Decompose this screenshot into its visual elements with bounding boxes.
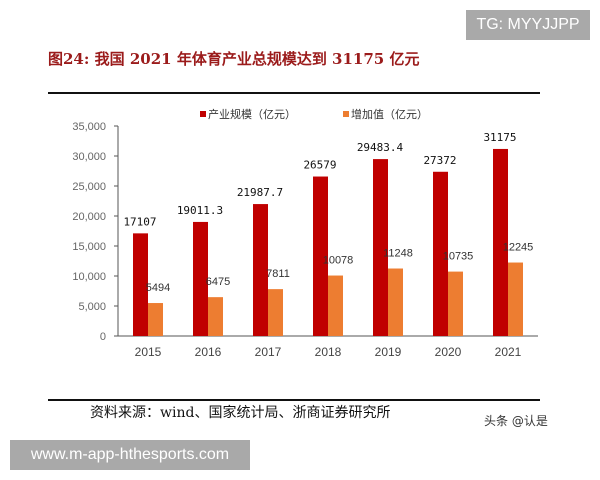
data-label: 27372 xyxy=(423,154,456,167)
data-label: 12245 xyxy=(503,242,534,254)
data-label: 19011.3 xyxy=(177,204,223,217)
watermark-corner: 头条 @认是 xyxy=(484,414,548,428)
data-label: 29483.4 xyxy=(357,141,404,154)
legend-label: 增加值（亿元） xyxy=(351,107,428,121)
data-label: 7811 xyxy=(266,268,290,280)
x-tick-label: 2021 xyxy=(495,345,522,359)
y-tick-label: 25,000 xyxy=(72,181,106,193)
watermark-top: TG: MYYJJPP xyxy=(466,10,590,40)
x-tick-label: 2016 xyxy=(195,345,222,359)
y-tick-label: 35,000 xyxy=(72,121,106,133)
legend-swatch xyxy=(343,111,349,117)
x-tick-label: 2015 xyxy=(135,345,162,359)
data-label: 11248 xyxy=(383,248,413,260)
data-label: 17107 xyxy=(123,215,156,228)
bar-industry-scale xyxy=(433,171,448,336)
legend-label: 产业规模（亿元） xyxy=(208,107,296,121)
x-tick-label: 2017 xyxy=(255,345,282,359)
bar-value-added xyxy=(328,275,343,336)
bar-industry-scale xyxy=(133,233,148,336)
data-label: 6475 xyxy=(206,276,230,288)
bar-value-added xyxy=(268,289,283,336)
y-tick-label: 15,000 xyxy=(72,241,106,253)
title-rule xyxy=(48,92,540,94)
bar-industry-scale xyxy=(253,204,268,336)
legend-swatch xyxy=(200,111,206,117)
bar-value-added xyxy=(388,268,403,336)
bar-industry-scale xyxy=(493,148,508,336)
bar-industry-scale xyxy=(373,159,388,336)
watermark-bottom: www.m-app-hthesports.com xyxy=(10,440,250,470)
source-note: 资料来源：wind、国家统计局、浙商证券研究所 xyxy=(90,405,391,421)
y-tick-label: 30,000 xyxy=(72,151,106,163)
x-tick-label: 2020 xyxy=(435,345,462,359)
y-tick-label: 5,000 xyxy=(78,301,106,313)
y-tick-label: 0 xyxy=(100,331,106,343)
data-label: 31175 xyxy=(483,131,516,144)
y-tick-label: 10,000 xyxy=(72,271,106,283)
data-label: 21987.7 xyxy=(237,186,283,199)
bar-industry-scale xyxy=(193,221,208,336)
bar-value-added xyxy=(208,297,223,336)
y-tick-label: 20,000 xyxy=(72,211,106,223)
x-tick-label: 2018 xyxy=(315,345,342,359)
data-label: 5494 xyxy=(146,282,170,294)
bar-value-added xyxy=(148,303,163,336)
data-label: 26579 xyxy=(303,159,336,172)
bar-value-added xyxy=(448,271,463,336)
data-label: 10078 xyxy=(323,255,354,267)
bar-industry-scale xyxy=(313,176,328,336)
x-tick-label: 2019 xyxy=(375,345,402,359)
source-rule xyxy=(48,399,540,401)
bar-value-added xyxy=(508,262,523,336)
data-label: 10735 xyxy=(443,251,474,263)
chart-title: 图24: 我国 2021 年体育产业总规模达到 31175 亿元 xyxy=(48,50,420,68)
